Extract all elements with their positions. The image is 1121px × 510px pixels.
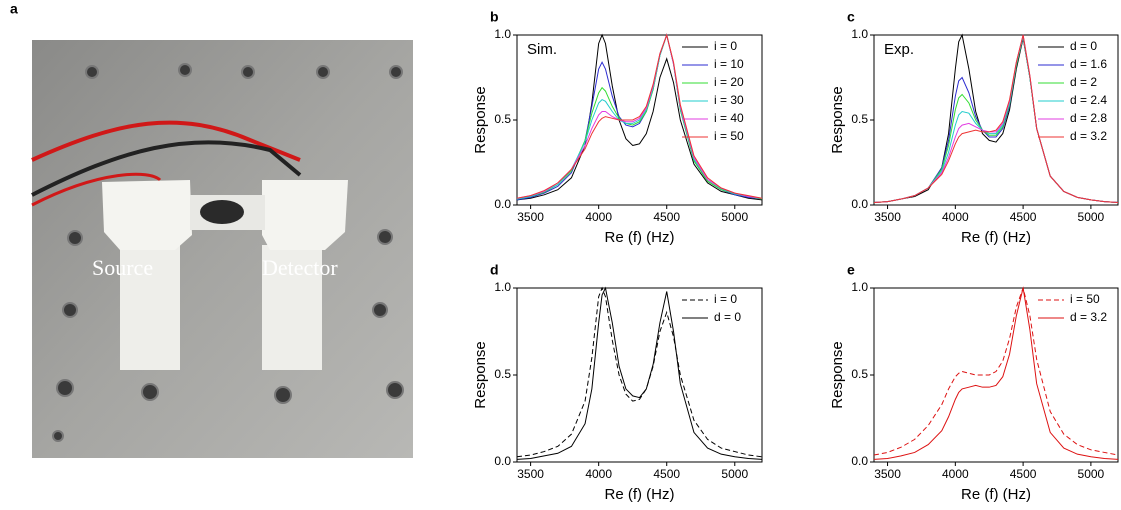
x-tick-label: 5000 xyxy=(721,210,748,224)
x-tick-label: 3500 xyxy=(874,467,901,481)
x-tick-label: 3500 xyxy=(874,210,901,224)
y-axis-label: Response xyxy=(472,86,489,154)
legend-label: i = 40 xyxy=(714,111,744,125)
legend-label: d = 3.2 xyxy=(1070,129,1107,143)
x-tick-label: 4500 xyxy=(1010,467,1037,481)
legend-label: d = 3.2 xyxy=(1070,310,1107,324)
x-tick-label: 5000 xyxy=(1078,467,1105,481)
x-tick-label: 4000 xyxy=(942,210,969,224)
y-tick-label: 0.0 xyxy=(851,197,868,211)
x-tick-label: 4500 xyxy=(653,467,680,481)
y-axis-label: Response xyxy=(472,341,489,409)
y-tick-label: 0.5 xyxy=(494,112,511,126)
detector-pillar xyxy=(262,245,322,370)
photo-background xyxy=(32,40,413,458)
legend-label: i = 0 xyxy=(714,39,737,53)
series-line xyxy=(516,33,763,199)
y-tick-label: 1.0 xyxy=(494,27,511,41)
x-tick-label: 4500 xyxy=(1010,210,1037,224)
legend-label: i = 0 xyxy=(714,292,737,306)
photo-annotation: Source xyxy=(92,255,153,280)
y-axis-label: Response xyxy=(829,341,846,409)
series-line xyxy=(516,33,763,201)
legend-label: i = 30 xyxy=(714,93,744,107)
y-tick-label: 1.0 xyxy=(851,27,868,41)
x-tick-label: 4500 xyxy=(653,210,680,224)
y-tick-label: 0.0 xyxy=(494,454,511,468)
x-tick-label: 4000 xyxy=(942,467,969,481)
series-line xyxy=(873,34,1119,203)
photo: Source Detector xyxy=(31,40,413,458)
y-tick-label: 0.0 xyxy=(851,454,868,468)
x-tick-label: 3500 xyxy=(517,467,544,481)
legend-label: i = 50 xyxy=(714,129,744,143)
detector-block xyxy=(262,180,348,250)
panel-label: c xyxy=(847,9,855,25)
holes xyxy=(52,63,404,442)
series-line xyxy=(873,286,1119,456)
legend-label: d = 0 xyxy=(1070,39,1097,53)
x-axis-label: Re (f) (Hz) xyxy=(605,486,675,503)
x-tick-label: 5000 xyxy=(721,467,748,481)
x-tick-label: 3500 xyxy=(517,210,544,224)
legend-label: d = 2 xyxy=(1070,75,1097,89)
source-pillar xyxy=(120,245,180,370)
y-tick-label: 1.0 xyxy=(494,280,511,294)
legend-label: d = 0 xyxy=(714,310,741,324)
y-tick-label: 0.5 xyxy=(851,367,868,381)
legend-label: i = 20 xyxy=(714,75,744,89)
legend-label: i = 50 xyxy=(1070,292,1100,306)
y-axis-label: Response xyxy=(829,86,846,154)
legend-label: d = 2.4 xyxy=(1070,93,1107,107)
source-block xyxy=(102,180,192,250)
sample xyxy=(200,200,244,224)
y-tick-label: 1.0 xyxy=(851,280,868,294)
x-axis-label: Re (f) (Hz) xyxy=(605,229,675,246)
series-line xyxy=(516,286,763,458)
series-line xyxy=(516,33,763,199)
panel-label: e xyxy=(847,262,855,278)
legend-label: d = 1.6 xyxy=(1070,57,1107,71)
legend-label: d = 2.8 xyxy=(1070,111,1107,125)
x-tick-label: 4000 xyxy=(585,467,612,481)
y-tick-label: 0.5 xyxy=(494,367,511,381)
legend-label: i = 10 xyxy=(714,57,744,71)
x-axis-label: Re (f) (Hz) xyxy=(961,486,1031,503)
panel-label: a xyxy=(10,1,18,17)
y-tick-label: 0.0 xyxy=(494,197,511,211)
annotation: Exp. xyxy=(884,41,914,58)
panel-label: d xyxy=(490,262,499,278)
x-tick-label: 5000 xyxy=(1078,210,1105,224)
x-axis-label: Re (f) (Hz) xyxy=(961,229,1031,246)
series-line xyxy=(873,287,1119,460)
y-tick-label: 0.5 xyxy=(851,112,868,126)
annotation: Sim. xyxy=(527,41,557,58)
x-tick-label: 4000 xyxy=(585,210,612,224)
panel-label: b xyxy=(490,9,499,25)
photo-annotation: Detector xyxy=(262,255,338,280)
series-line xyxy=(516,286,763,460)
